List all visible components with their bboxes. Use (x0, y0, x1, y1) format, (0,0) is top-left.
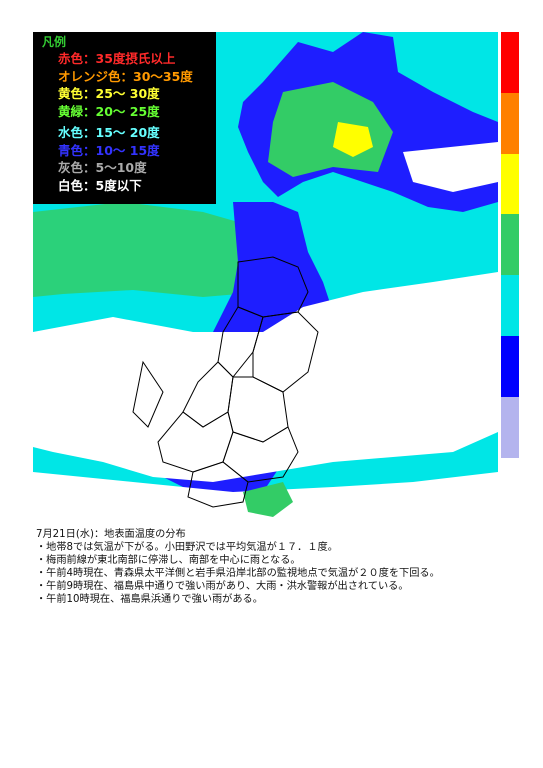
map-graphic (33, 32, 498, 522)
color-scale-bar (501, 32, 519, 458)
legend-item: 赤色：35度摂氏以上 (58, 51, 176, 66)
color-scale-segment (501, 275, 519, 336)
caption-note: ・午前4時現在、青森県太平洋側と岩手県沿岸北部の監視地点で気温が２０度を下回る。 (36, 568, 440, 579)
caption-title: 7月21日(水)：地表面温度の分布 (36, 529, 186, 540)
sea-warm-band (33, 202, 288, 297)
caption-note: ・午前10時現在、福島県浜通りで強い雨がある。 (36, 594, 263, 605)
color-scale-segment (501, 335, 519, 397)
legend-item: 黄緑：20～ 25度 (58, 103, 160, 119)
caption-note: ・午前9時現在、福島県中通りで強い雨があり、大雨・洪水警報が出されている。 (36, 581, 409, 592)
legend-item: 水色：15～ 20度 (58, 125, 160, 140)
hokkaido-warm-area (268, 82, 393, 177)
legend-item: 黄色：25～ 30度 (58, 86, 160, 101)
caption: 7月21日(水)：地表面温度の分布 ・地帯8では気温が下がる。小田野沢では平均気… (36, 528, 446, 606)
legend-item: 灰色：5～10度 (58, 160, 147, 175)
color-scale-segment (501, 32, 519, 93)
caption-notes: ・地帯8では気温が下がる。小田野沢では平均気温が１７．１度。 ・梅雨前線が東北南部… (36, 541, 446, 606)
legend-list: 赤色：35度摂氏以上オレンジ色：30～35度 黄色：25～ 30度 黄緑：20～ 2… (42, 50, 216, 194)
hokkaido-hot-area (333, 122, 373, 157)
color-scale-segment (501, 92, 519, 154)
color-scale-segment (501, 214, 519, 276)
legend-item: オレンジ色：30～35度 (58, 68, 193, 84)
legend-title: 凡例 (42, 35, 67, 49)
kanto-warm-area (243, 482, 293, 517)
color-scale-segment (501, 153, 519, 215)
legend: 凡例 赤色：35度摂氏以上オレンジ色：30～35度 黄色：25～ 30度 黄緑：20… (33, 32, 216, 204)
temperature-map (33, 32, 498, 522)
color-scale-segment (501, 396, 519, 458)
caption-note: ・地帯8では気温が下がる。小田野沢では平均気温が１７．１度。 (36, 542, 338, 553)
cloud-mass (33, 272, 498, 482)
caption-note: ・梅雨前線が東北南部に停滞し、南部を中心に雨となる。 (36, 555, 301, 566)
legend-item: 青色：10～ 15度 (58, 142, 160, 158)
hokkaido-cloud-strip (403, 142, 498, 192)
prefecture-borders (132, 256, 319, 508)
legend-item: 白色：5度以下 (58, 177, 142, 193)
